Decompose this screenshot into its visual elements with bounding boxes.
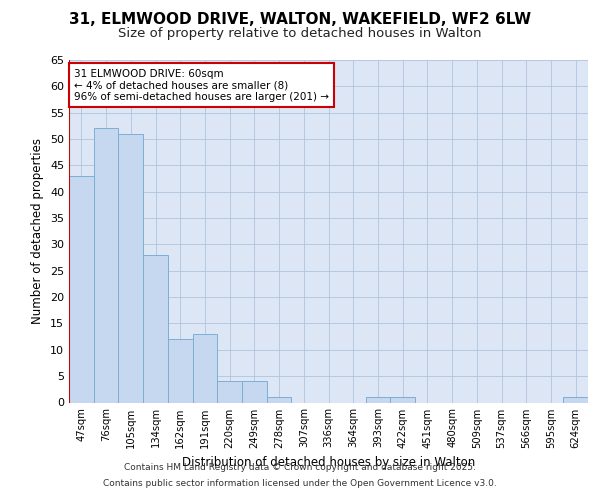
Y-axis label: Number of detached properties: Number of detached properties	[31, 138, 44, 324]
Bar	[94, 128, 118, 402]
Bar	[118, 134, 143, 402]
Text: Contains HM Land Registry data © Crown copyright and database right 2025.: Contains HM Land Registry data © Crown c…	[124, 464, 476, 472]
Text: 31 ELMWOOD DRIVE: 60sqm
← 4% of detached houses are smaller (8)
96% of semi-deta: 31 ELMWOOD DRIVE: 60sqm ← 4% of detached…	[74, 68, 329, 102]
Bar	[217, 382, 242, 402]
Text: Size of property relative to detached houses in Walton: Size of property relative to detached ho…	[118, 28, 482, 40]
X-axis label: Distribution of detached houses by size in Walton: Distribution of detached houses by size …	[182, 456, 475, 469]
Bar	[143, 255, 168, 402]
Bar	[242, 382, 267, 402]
Bar	[390, 397, 415, 402]
Bar	[69, 176, 94, 402]
Bar	[193, 334, 217, 402]
Bar	[168, 340, 193, 402]
Bar	[563, 397, 588, 402]
Bar	[365, 397, 390, 402]
Bar	[267, 397, 292, 402]
Text: 31, ELMWOOD DRIVE, WALTON, WAKEFIELD, WF2 6LW: 31, ELMWOOD DRIVE, WALTON, WAKEFIELD, WF…	[69, 12, 531, 28]
Text: Contains public sector information licensed under the Open Government Licence v3: Contains public sector information licen…	[103, 478, 497, 488]
